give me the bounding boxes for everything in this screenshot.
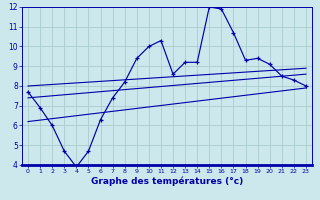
X-axis label: Graphe des températures (°c): Graphe des températures (°c) [91, 177, 243, 186]
